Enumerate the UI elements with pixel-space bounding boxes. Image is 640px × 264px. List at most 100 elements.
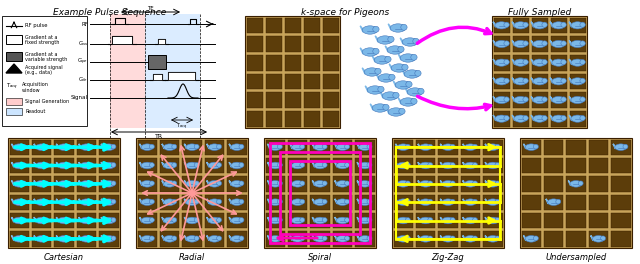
Ellipse shape (523, 59, 528, 65)
Bar (310, 158, 330, 173)
Polygon shape (512, 22, 515, 27)
Bar (54, 139, 74, 155)
Polygon shape (485, 217, 488, 222)
Polygon shape (485, 181, 488, 186)
Polygon shape (312, 144, 315, 149)
Bar (531, 73, 547, 89)
Ellipse shape (13, 181, 25, 187)
Ellipse shape (239, 218, 244, 222)
Bar (10, 176, 29, 191)
Text: G$_{ss}$: G$_{ss}$ (77, 40, 88, 49)
Polygon shape (312, 181, 315, 186)
Ellipse shape (194, 218, 199, 222)
Polygon shape (372, 56, 376, 62)
Ellipse shape (442, 181, 454, 187)
Bar (513, 92, 529, 108)
Bar (112, 36, 132, 44)
Polygon shape (380, 92, 384, 98)
Ellipse shape (580, 22, 586, 27)
Ellipse shape (231, 144, 243, 150)
Ellipse shape (337, 181, 348, 187)
Bar (290, 161, 350, 225)
Bar (160, 158, 179, 173)
Polygon shape (398, 54, 402, 60)
Ellipse shape (389, 74, 395, 80)
Ellipse shape (81, 199, 92, 205)
Ellipse shape (81, 217, 92, 224)
Ellipse shape (388, 108, 404, 116)
Ellipse shape (472, 218, 477, 222)
Ellipse shape (495, 59, 508, 66)
Ellipse shape (172, 181, 177, 186)
Polygon shape (12, 181, 14, 186)
Ellipse shape (465, 144, 476, 150)
Ellipse shape (66, 181, 71, 186)
Polygon shape (6, 64, 22, 73)
Ellipse shape (149, 181, 154, 186)
Text: G$_{pe}$: G$_{pe}$ (77, 57, 88, 67)
Bar (355, 231, 374, 247)
Text: RF pulse: RF pulse (25, 23, 47, 29)
Bar (266, 36, 282, 52)
Bar (288, 231, 307, 247)
Bar (323, 73, 339, 89)
Polygon shape (34, 144, 36, 149)
Bar (438, 213, 458, 228)
Polygon shape (493, 115, 496, 120)
Ellipse shape (292, 199, 303, 205)
Polygon shape (440, 144, 443, 149)
Polygon shape (56, 235, 59, 241)
Bar (550, 111, 566, 126)
Ellipse shape (300, 218, 305, 222)
Polygon shape (418, 235, 420, 241)
Ellipse shape (277, 163, 282, 167)
Ellipse shape (216, 236, 221, 241)
Bar (54, 213, 74, 228)
Polygon shape (184, 217, 187, 222)
Polygon shape (79, 162, 81, 167)
Bar (323, 17, 339, 33)
Ellipse shape (300, 144, 305, 149)
Text: Gradient at a
fixed strength: Gradient at a fixed strength (25, 35, 60, 45)
Polygon shape (312, 235, 315, 241)
Bar (566, 158, 586, 173)
Ellipse shape (164, 144, 175, 150)
Text: Acquisition
window: Acquisition window (22, 82, 49, 93)
Polygon shape (101, 199, 104, 204)
Bar (522, 158, 541, 173)
Ellipse shape (487, 144, 499, 150)
Polygon shape (207, 144, 209, 149)
Ellipse shape (216, 181, 221, 186)
Polygon shape (393, 81, 397, 87)
Bar (205, 176, 224, 191)
Polygon shape (569, 59, 572, 64)
Bar (493, 36, 509, 52)
Text: TR: TR (155, 134, 163, 139)
Text: RF: RF (81, 21, 88, 26)
Polygon shape (531, 59, 534, 64)
Polygon shape (440, 181, 443, 186)
Ellipse shape (428, 181, 433, 186)
Ellipse shape (216, 163, 221, 167)
Polygon shape (335, 144, 337, 149)
Ellipse shape (172, 144, 177, 149)
Ellipse shape (533, 40, 546, 48)
Ellipse shape (337, 144, 348, 150)
Bar (266, 158, 285, 173)
Bar (246, 92, 262, 108)
Polygon shape (463, 235, 465, 241)
Bar (492, 16, 587, 128)
Polygon shape (290, 144, 292, 149)
Ellipse shape (378, 36, 393, 44)
Text: Acquired signal
(e.g., data): Acquired signal (e.g., data) (25, 65, 63, 76)
Ellipse shape (344, 144, 349, 149)
Bar (266, 195, 285, 210)
Polygon shape (162, 181, 164, 186)
Ellipse shape (21, 236, 26, 241)
Bar (544, 176, 563, 191)
Ellipse shape (66, 218, 71, 222)
Ellipse shape (44, 144, 49, 149)
Ellipse shape (514, 40, 527, 48)
Bar (138, 176, 157, 191)
Polygon shape (229, 144, 232, 149)
